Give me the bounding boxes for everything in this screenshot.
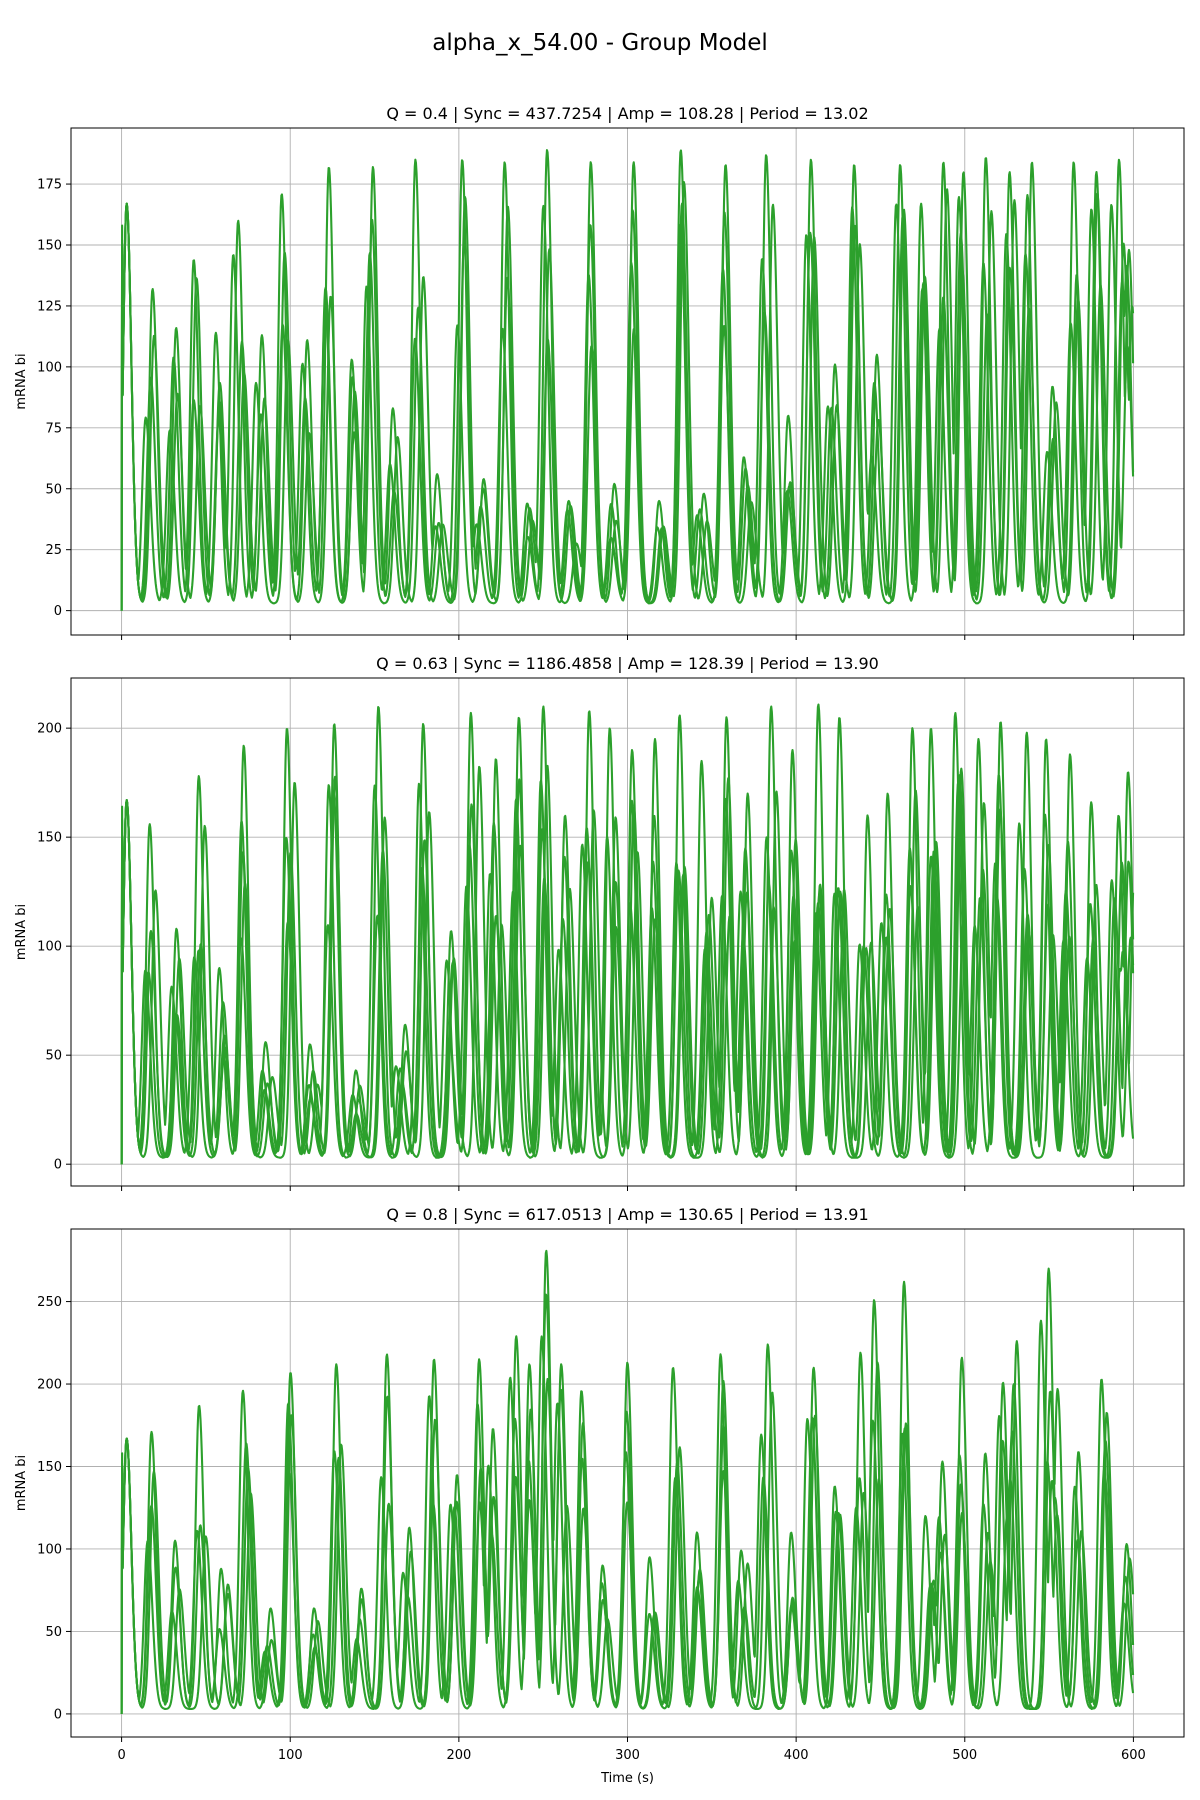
y-tick-label: 100	[37, 940, 62, 955]
y-tick-label: 150	[37, 239, 62, 254]
subplot-q-0-4: 0 25 50 75 100 125 150 175 Q = 0.4 | Sync = 437.…	[14, 104, 1185, 640]
y-axis-label: mRNA bi	[14, 904, 29, 960]
series-line-2	[120, 779, 1135, 1165]
x-tick-label: 600	[1121, 1748, 1146, 1763]
y-tick-label: 50	[45, 482, 62, 497]
series-group	[120, 1249, 1135, 1714]
y-tick-label: 250	[37, 1295, 62, 1310]
series-line-4	[120, 1293, 1135, 1714]
y-tick-label: 50	[45, 1049, 62, 1064]
y-tick-label: 0	[54, 604, 62, 619]
y-tick-label: 0	[54, 1158, 62, 1173]
x-tick-label: 500	[952, 1748, 977, 1763]
subplot-title: Q = 0.63 | Sync = 1186.4858 | Amp = 128.…	[376, 654, 879, 673]
y-tick-label: 0	[54, 1707, 62, 1722]
y-tick-label: 125	[37, 299, 62, 314]
x-tick-label: 400	[784, 1748, 809, 1763]
y-tick-label: 175	[37, 178, 62, 193]
x-tick-label: 100	[278, 1748, 303, 1763]
subplot-q-0-63: 0 50 100 150 200 Q = 0.63 | Sync = 1186.4858 …	[14, 654, 1185, 1191]
y-axis-label: mRNA bi	[14, 1455, 29, 1511]
y-tick-label: 100	[37, 1542, 62, 1557]
y-tick-label: 200	[37, 722, 62, 737]
y-tick-label: 200	[37, 1378, 62, 1393]
series-line-4	[120, 181, 1135, 611]
series-line-5	[120, 764, 1135, 1165]
x-axis-label: Time (s)	[600, 1771, 654, 1786]
figure-title: alpha_x_54.00 - Group Model	[432, 30, 768, 56]
x-tick-label: 300	[615, 1748, 640, 1763]
y-tick-label: 150	[37, 1460, 62, 1475]
y-axis-label: mRNA bi	[14, 353, 29, 409]
y-tick-label: 50	[45, 1625, 62, 1640]
subplot-title: Q = 0.4 | Sync = 437.7254 | Amp = 108.28…	[386, 104, 868, 123]
series-line-1	[120, 1249, 1135, 1714]
subplot-title: Q = 0.8 | Sync = 617.0513 | Amp = 130.65…	[386, 1205, 868, 1224]
y-tick-label: 75	[45, 421, 62, 436]
y-tick-label: 100	[37, 360, 62, 375]
y-tick-label: 150	[37, 831, 62, 846]
x-tick-label: 0	[117, 1748, 125, 1763]
y-tick-label: 25	[45, 543, 62, 558]
series-line-4	[120, 767, 1135, 1165]
x-tick-label: 200	[446, 1748, 471, 1763]
series-group	[120, 149, 1135, 611]
subplot-q-0-8: 0 100 200 300 400 500 600 0 50 100 150 200 250 Q = 0.…	[14, 1205, 1185, 1786]
series-group	[120, 703, 1135, 1165]
